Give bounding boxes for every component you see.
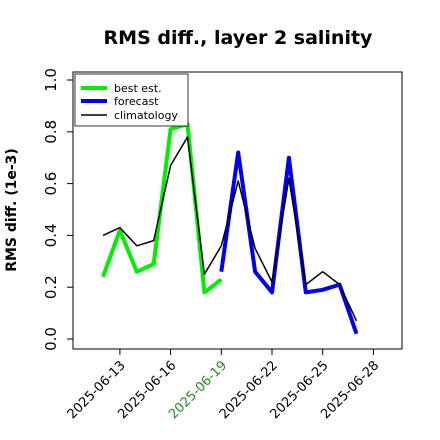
y-axis-label: RMS diff. (1e-3) — [4, 148, 20, 272]
series-line-forecast — [219, 150, 359, 335]
chart-title: RMS diff., layer 2 salinity — [104, 27, 374, 49]
legend: best est. forecast climatology — [74, 73, 189, 127]
y-axis: 0.0 0.2 0.4 0.6 0.8 1.0 — [42, 68, 73, 351]
legend-label-best-est: best est. — [114, 82, 162, 95]
y-tick-label: 0.8 — [42, 120, 60, 144]
x-axis: 2025-06-132025-06-162025-06-192025-06-22… — [65, 349, 382, 422]
y-tick-label: 0.2 — [42, 275, 60, 299]
legend-label-climatology: climatology — [114, 109, 178, 122]
y-tick-label: 0.4 — [42, 223, 60, 247]
series-lines — [102, 124, 359, 335]
y-tick-label: 0.6 — [42, 172, 60, 196]
y-tick-label: 1.0 — [42, 68, 60, 92]
y-tick-label: 0.0 — [42, 327, 60, 351]
series-line-climatology — [102, 136, 358, 322]
plot-area — [72, 71, 403, 350]
legend-label-forecast: forecast — [114, 95, 159, 108]
